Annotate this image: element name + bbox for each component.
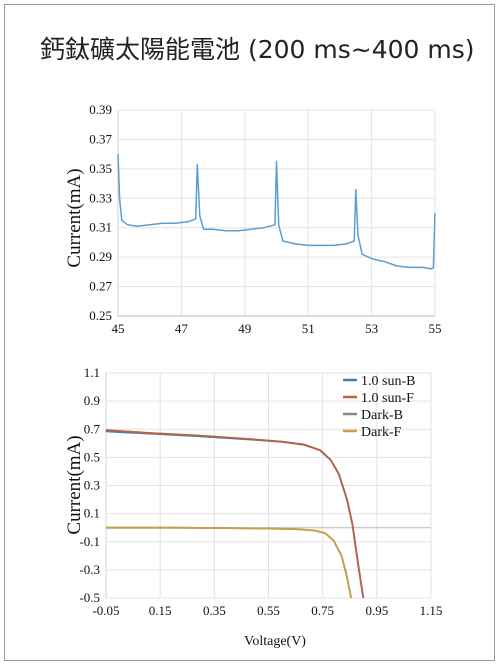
c2-x-tick-label: 0.35 <box>203 603 226 618</box>
c2-series-line-0 <box>105 430 365 599</box>
c2-x-tick-label: 0.55 <box>257 603 280 618</box>
c2-x-tick-label: 0.75 <box>311 603 334 618</box>
c1-y-tick-label: 0.35 <box>89 161 112 176</box>
c2-y-tick-label: 0.9 <box>84 393 100 408</box>
c2-y-tick-label: 0.1 <box>84 506 100 521</box>
chart2-xlabel: Voltage(V) <box>244 634 306 649</box>
figure-frame <box>4 4 495 661</box>
c1-y-tick-label: 0.29 <box>89 249 112 264</box>
c1-y-tick-label: 0.37 <box>89 131 112 146</box>
c2-y-tick-label: 0.5 <box>84 449 100 464</box>
c1-x-tick-label: 47 <box>175 321 189 336</box>
chart1-series <box>117 154 436 270</box>
c2-x-tick-label: 0.95 <box>365 603 388 618</box>
c2-x-tick-label: 0.15 <box>149 603 172 618</box>
c1-x-tick-label: 51 <box>302 321 315 336</box>
c2-series-line-1 <box>105 429 365 599</box>
c2-legend-label: Dark-F <box>361 425 402 440</box>
c1-x-tick-label: 53 <box>365 321 378 336</box>
c2-x-tick-label: -0.05 <box>92 603 119 618</box>
c2-legend-label: 1.0 sun-B <box>361 374 415 389</box>
c1-x-tick-label: 45 <box>112 321 125 336</box>
chart1-y-tick-labels: 0.25 0.27 0.29 0.31 0.33 0.35 0.37 0.39 <box>89 102 112 323</box>
chart1-x-tick-labels: 45 47 49 51 53 55 <box>112 321 442 336</box>
c2-legend-label: 1.0 sun-F <box>361 391 414 406</box>
c1-y-tick-label: 0.33 <box>89 190 112 205</box>
c2-y-tick-label: -0.1 <box>79 534 100 549</box>
page-title: 鈣鈦礦太陽能電池 (200 ms~400 ms) <box>40 35 475 64</box>
c1-y-tick-label: 0.39 <box>89 102 112 117</box>
c1-x-tick-label: 55 <box>429 321 442 336</box>
c1-y-tick-label: 0.31 <box>89 220 112 235</box>
chart2-ylabel: Current(mA) <box>64 435 85 534</box>
c2-y-tick-label: -0.5 <box>79 590 100 605</box>
chart-time-current: 0.25 0.27 0.29 0.31 0.33 0.35 0.37 0.39 45 47 49 5… <box>64 102 442 336</box>
c2-y-tick-label: 0.3 <box>84 478 100 493</box>
chart-iv-curve: -0.5 -0.3 -0.1 0.1 0.3 0.5 0.7 0.9 1.1 -0.05 0.15… <box>64 365 442 649</box>
chart2-y-tick-labels: -0.5 -0.3 -0.1 0.1 0.3 0.5 0.7 0.9 1.1 <box>79 365 100 605</box>
chart1-axes <box>117 110 435 317</box>
chart2-series <box>105 429 365 599</box>
c2-series-line-2 <box>106 526 352 599</box>
c1-x-tick-label: 49 <box>238 321 251 336</box>
chart2-x-tick-labels: -0.05 0.15 0.35 0.55 0.75 0.95 1.15 <box>92 603 442 618</box>
c1-y-tick-label: 0.25 <box>89 308 112 323</box>
c2-y-tick-label: 1.1 <box>84 365 100 380</box>
c1-series-line-0 <box>117 154 436 270</box>
c2-series-line-3 <box>106 526 352 599</box>
c2-x-tick-label: 1.15 <box>420 603 443 618</box>
chart1-grid <box>117 109 436 317</box>
c2-y-tick-label: 0.7 <box>84 421 101 436</box>
chart2-grid <box>105 372 432 599</box>
chart1-ylabel: Current(mA) <box>64 168 85 267</box>
c1-y-tick-label: 0.27 <box>89 279 112 294</box>
c2-legend-label: Dark-B <box>361 408 403 423</box>
c2-y-tick-label: -0.3 <box>79 562 100 577</box>
chart2-legend: 1.0 sun-B 1.0 sun-F Dark-B Dark-F <box>343 374 415 440</box>
